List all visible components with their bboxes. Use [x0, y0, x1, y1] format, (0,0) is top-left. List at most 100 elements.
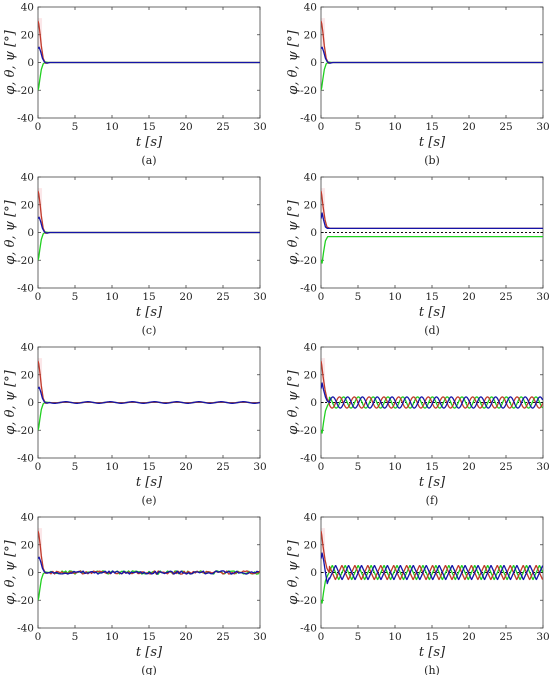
series-line-phi [321, 360, 543, 409]
x-tick-label: 10 [388, 631, 401, 643]
x-tick-label: 15 [425, 461, 438, 473]
chart-panel-a: 0 5 10 15 20 25 30 -40 -20 0 20 40 t [s] φ, θ, ψ [°] (… [3, 2, 267, 168]
chart-panel-d: 0 5 10 15 20 25 30 -40 -20 0 20 40 t [s] φ, θ, ψ [°] (… [286, 172, 550, 338]
y-tick-label: 20 [21, 369, 34, 381]
x-tick-label: 10 [105, 291, 118, 303]
x-tick-label: 25 [499, 291, 512, 303]
panel-label: (f) [426, 494, 439, 507]
panel-label: (h) [424, 664, 440, 675]
x-tick-label: 25 [216, 631, 229, 643]
chart-panel-g: 0 5 10 15 20 25 30 -40 -20 0 20 40 t [s] φ, θ, ψ [°] (… [3, 512, 267, 678]
y-tick-label: 40 [304, 342, 317, 354]
panel-label: (d) [424, 324, 440, 337]
series-line-theta [38, 401, 260, 431]
y-tick-label: 40 [304, 172, 317, 184]
y-axis-label: φ, θ, ψ [°] [3, 29, 18, 94]
chart-panel-b: 0 5 10 15 20 25 30 -40 -20 0 20 40 t [s] φ, θ, ψ [°] (… [286, 2, 550, 168]
x-tick-label: 0 [318, 631, 325, 643]
series-line-phi [321, 190, 543, 229]
y-tick-label: -40 [300, 623, 317, 635]
y-axis-label: φ, θ, ψ [°] [3, 369, 18, 434]
series-line-phi [38, 190, 260, 234]
series-line-phi [321, 530, 543, 581]
x-tick-label: 5 [72, 121, 79, 133]
x-tick-label: 30 [536, 121, 549, 133]
panel-label: (g) [141, 664, 157, 675]
x-tick-label: 0 [35, 291, 42, 303]
x-tick-label: 0 [318, 291, 325, 303]
y-tick-label: 0 [27, 227, 34, 239]
y-tick-label: 40 [21, 172, 34, 184]
y-tick-label: -20 [17, 255, 34, 267]
x-axis-label: t [s] [136, 135, 163, 150]
x-tick-label: 20 [179, 291, 192, 303]
y-tick-label: 0 [310, 57, 317, 69]
x-tick-label: 15 [142, 461, 155, 473]
x-tick-label: 15 [425, 291, 438, 303]
x-tick-label: 5 [355, 121, 362, 133]
y-tick-label: 20 [304, 29, 317, 41]
x-tick-label: 5 [72, 461, 79, 473]
y-tick-label: -20 [300, 255, 317, 267]
x-tick-label: 30 [536, 291, 549, 303]
y-tick-label: 0 [310, 227, 317, 239]
plot-area [321, 360, 543, 434]
x-tick-label: 20 [179, 121, 192, 133]
x-tick-label: 20 [179, 631, 192, 643]
series-line-psi [38, 46, 260, 64]
series-line-psi [38, 386, 260, 404]
y-tick-label: 20 [21, 199, 34, 211]
y-tick-label: -40 [17, 283, 34, 295]
y-tick-label: 20 [21, 29, 34, 41]
plot-area [321, 20, 543, 91]
y-tick-label: -20 [300, 85, 317, 97]
x-axis-label: t [s] [136, 645, 163, 660]
plot-area [321, 190, 543, 264]
plot-area [38, 360, 260, 431]
y-tick-label: 20 [304, 199, 317, 211]
x-axis-label: t [s] [419, 305, 446, 320]
y-tick-label: -20 [17, 85, 34, 97]
series-line-phi [38, 530, 260, 575]
x-tick-label: 15 [425, 121, 438, 133]
y-tick-label: -20 [17, 425, 34, 437]
y-tick-label: -40 [17, 623, 34, 635]
x-tick-label: 0 [318, 121, 325, 133]
series-line-phi [321, 20, 543, 64]
y-axis-label: φ, θ, ψ [°] [3, 539, 18, 604]
y-tick-label: 40 [21, 342, 34, 354]
x-axis-label: t [s] [419, 475, 446, 490]
y-tick-label: 0 [310, 567, 317, 579]
x-tick-label: 20 [179, 461, 192, 473]
y-tick-label: -20 [300, 595, 317, 607]
y-tick-label: -40 [300, 453, 317, 465]
series-line-theta [321, 236, 543, 264]
x-tick-label: 0 [318, 461, 325, 473]
x-tick-label: 15 [425, 631, 438, 643]
x-tick-label: 25 [216, 291, 229, 303]
x-tick-label: 5 [355, 291, 362, 303]
x-tick-label: 5 [72, 631, 79, 643]
series-line-theta [321, 396, 543, 434]
x-tick-label: 10 [388, 121, 401, 133]
y-tick-label: -40 [17, 113, 34, 125]
x-tick-label: 0 [35, 461, 42, 473]
chart-panel-c: 0 5 10 15 20 25 30 -40 -20 0 20 40 t [s] φ, θ, ψ [°] (… [3, 172, 267, 338]
y-tick-label: 0 [27, 567, 34, 579]
series-line-phi [38, 360, 260, 404]
panel-label: (b) [424, 154, 440, 167]
series-line-theta [321, 61, 543, 91]
panel-label: (c) [142, 324, 157, 337]
series-line-psi [321, 552, 543, 585]
x-tick-label: 30 [536, 461, 549, 473]
series-line-psi [38, 556, 260, 575]
y-tick-label: 40 [21, 512, 34, 524]
series-line-psi [38, 216, 260, 234]
y-axis-label: φ, θ, ψ [°] [3, 199, 18, 264]
y-tick-label: 40 [304, 512, 317, 524]
x-tick-label: 25 [499, 461, 512, 473]
x-axis-label: t [s] [136, 305, 163, 320]
panel-label: (a) [141, 154, 156, 167]
y-tick-label: -40 [17, 453, 34, 465]
